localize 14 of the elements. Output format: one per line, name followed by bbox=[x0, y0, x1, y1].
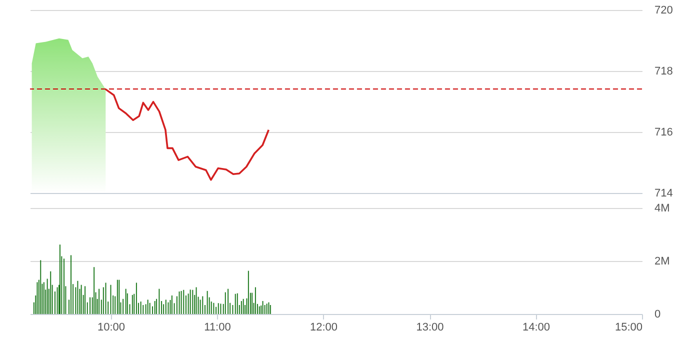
y-tick-label: 716 bbox=[654, 126, 673, 138]
x-tick-label: 14:00 bbox=[522, 322, 550, 334]
y-tick-label: 718 bbox=[654, 66, 673, 78]
y-tick-label: 714 bbox=[654, 188, 673, 200]
x-tick-label: 13:00 bbox=[416, 322, 444, 334]
x-tick-label: 15:00 bbox=[614, 322, 642, 334]
y-tick-label: 720 bbox=[654, 4, 673, 16]
x-tick-label: 10:00 bbox=[97, 322, 126, 334]
x-tick-label: 12:00 bbox=[310, 322, 338, 334]
x-tick-label: 11:00 bbox=[204, 322, 231, 334]
y-tick-label: 0 bbox=[654, 308, 661, 320]
y-tick-label: 2M bbox=[654, 256, 670, 268]
line-series bbox=[104, 88, 270, 181]
y-tick-label: 4M bbox=[654, 202, 670, 214]
